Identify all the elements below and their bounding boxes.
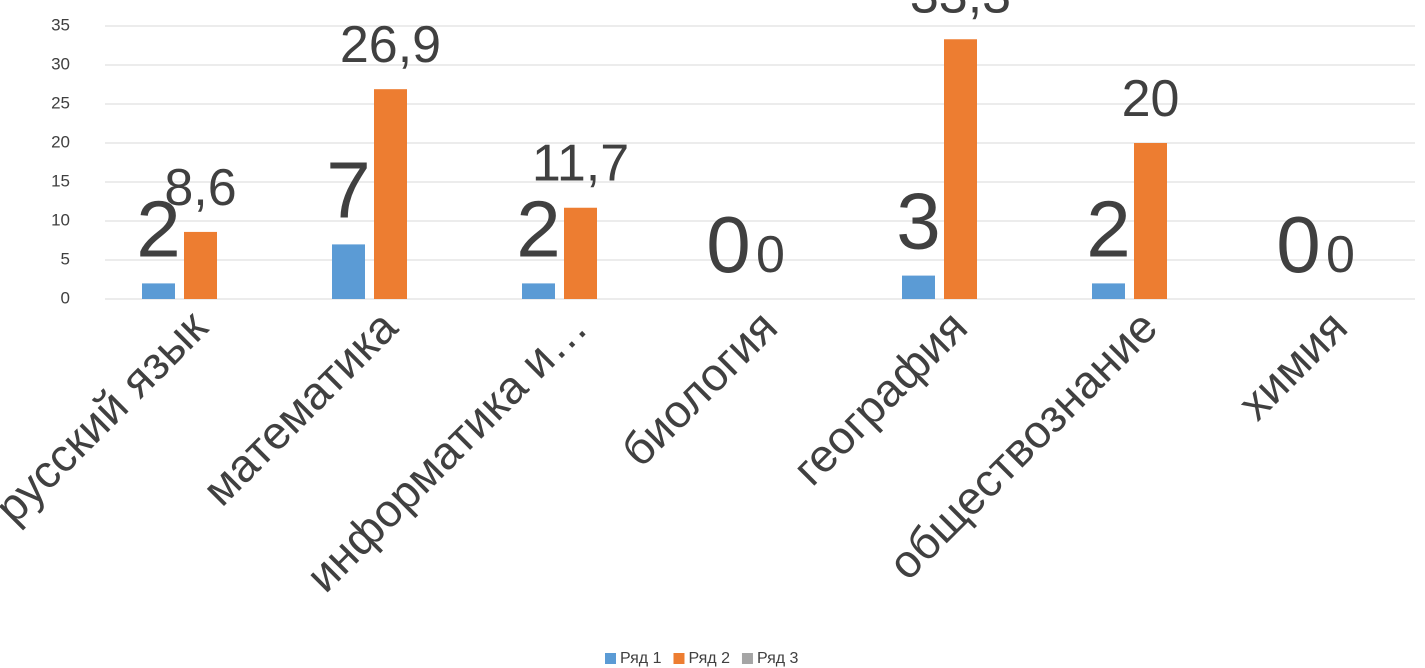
legend-label: Ряд 3 <box>757 650 799 667</box>
data-label: 11,7 <box>532 135 629 193</box>
legend-swatch <box>605 653 616 664</box>
data-label: 3 <box>896 177 941 266</box>
bar <box>184 231 217 299</box>
x-tick-label: математика <box>192 300 407 515</box>
bar <box>142 283 175 299</box>
bar <box>332 244 365 299</box>
x-tick-label: химия <box>1228 300 1357 429</box>
bar <box>902 275 935 299</box>
y-tick-label: 30 <box>51 54 70 73</box>
y-tick-label: 20 <box>51 132 70 151</box>
data-label: 0 <box>1326 226 1355 284</box>
legend-swatch <box>673 653 685 664</box>
legend-swatch <box>741 653 753 664</box>
data-label: 33,3 <box>910 0 1011 24</box>
data-label: 20 <box>1122 70 1180 128</box>
bar <box>564 207 597 299</box>
data-label: 26,9 <box>340 16 441 74</box>
y-tick-label: 0 <box>61 288 70 307</box>
y-tick-label: 10 <box>51 210 70 229</box>
legend-label: Ряд 2 <box>688 650 730 667</box>
bar <box>944 39 977 299</box>
y-tick-label: 5 <box>61 249 70 268</box>
y-tick-label: 35 <box>51 15 70 34</box>
y-tick-label: 25 <box>51 93 70 112</box>
data-label: 0 <box>756 226 785 284</box>
data-label: 2 <box>516 184 561 273</box>
bar <box>1134 143 1167 299</box>
x-tick-label: география <box>782 300 977 495</box>
bar <box>522 283 555 299</box>
legend-label: Ряд 1 <box>620 650 662 667</box>
bar <box>374 89 407 300</box>
data-label: 8,6 <box>164 159 236 217</box>
data-label: 0 <box>1276 200 1321 289</box>
x-tick-label: биология <box>611 300 787 476</box>
data-label: 2 <box>136 184 181 273</box>
bar <box>1092 283 1125 299</box>
x-tick-label: русский язык <box>0 300 218 533</box>
data-label: 0 <box>706 200 751 289</box>
data-label: 2 <box>1086 184 1131 273</box>
y-tick-label: 15 <box>51 171 70 190</box>
data-label: 7 <box>326 145 371 234</box>
